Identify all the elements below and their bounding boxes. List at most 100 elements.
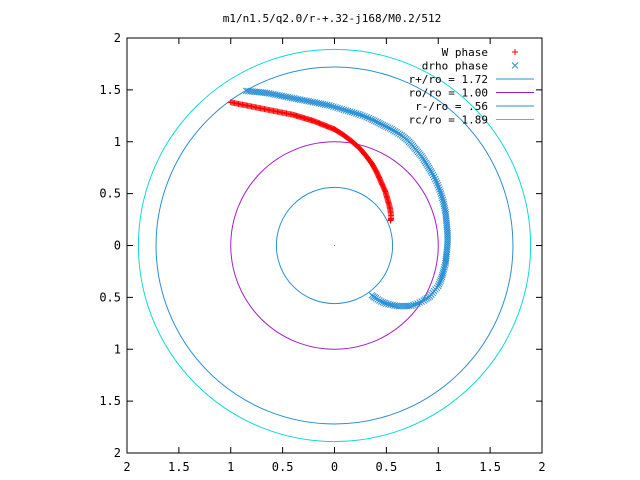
drho-phase-point	[350, 109, 358, 117]
drho-phase-point	[438, 273, 446, 281]
drho-phase-point-d2	[409, 301, 417, 309]
drho-phase-point	[359, 112, 366, 119]
drho-phase-point	[440, 266, 448, 273]
drho-phase-point-d2	[416, 299, 423, 306]
drho-phase-point-d2	[350, 109, 358, 117]
drho-phase-point-d2	[389, 301, 396, 309]
drho-phase-point	[434, 181, 442, 189]
drho-phase-point-d2	[430, 173, 438, 181]
drho-phase-point-d2	[429, 171, 437, 179]
drho-phase-point	[374, 119, 382, 126]
drho-phase-point	[438, 194, 446, 202]
drho-phase-point-d2	[379, 298, 387, 306]
drho-phase-point	[372, 118, 380, 125]
drho-phase-point	[361, 113, 368, 120]
drho-phase-point-d2	[436, 278, 444, 286]
legend-label: ro/ro = 1.00	[409, 87, 488, 100]
drho-phase-point-d2	[365, 114, 373, 122]
drho-phase-point	[344, 107, 352, 115]
drho-phase-point-d2	[374, 119, 382, 126]
legend-label: r-/ro = .56	[415, 100, 488, 113]
drho-phase-point	[346, 108, 354, 116]
drho-phase-point-d2	[381, 299, 388, 307]
drho-phase-point	[325, 102, 333, 109]
y-tick-label: 0.5	[99, 290, 121, 304]
drho-phase-point-d2	[432, 177, 440, 185]
drho-phase-point-d2	[348, 108, 356, 116]
drho-phase-point	[383, 300, 390, 307]
drho-phase-point	[338, 105, 346, 113]
y-tick-label: 1	[114, 135, 121, 149]
drho-phase-point	[376, 119, 383, 127]
drho-phase-point	[386, 125, 394, 132]
drho-phase-point-d2	[435, 184, 443, 191]
drho-phase-point	[441, 263, 448, 271]
drho-phase-point	[365, 114, 373, 122]
drho-phase-point-d2	[386, 125, 394, 132]
drho-phase-point-d2	[352, 110, 360, 117]
drho-phase-point-d2	[438, 275, 445, 283]
drho-phase-point	[437, 190, 445, 197]
drho-phase-point-d2	[376, 119, 383, 127]
drho-phase-point	[436, 278, 444, 286]
drho-phase-point	[355, 110, 362, 118]
x-tick-label: 1	[227, 460, 234, 474]
drho-phase-point	[381, 299, 388, 307]
drho-phase-point-d2	[438, 273, 446, 281]
drho-phase-point	[391, 302, 399, 309]
y-tick-label: 0.5	[99, 187, 121, 201]
drho-phase-point	[436, 188, 444, 195]
legend-label: W phase	[442, 46, 488, 59]
points-layer	[227, 87, 451, 310]
drho-phase-point-d2	[439, 196, 447, 204]
drho-phase-point	[368, 291, 376, 299]
drho-phase-point	[435, 184, 443, 191]
drho-phase-point-d2	[379, 121, 387, 129]
drho-phase-point-d2	[342, 107, 350, 114]
drho-phase-point-d2	[441, 261, 449, 269]
drho-phase-point-d2	[369, 116, 376, 124]
drho-phase-point-d2	[420, 297, 428, 304]
drho-phase-point	[379, 298, 387, 306]
drho-phase-point-d2	[442, 259, 449, 267]
circle-ro	[230, 141, 439, 350]
drho-phase-point-d2	[440, 266, 448, 273]
x-tick-label: 2	[538, 460, 545, 474]
drho-phase-point	[439, 196, 447, 204]
drho-phase-point-d2	[370, 117, 378, 125]
drho-phase-point	[363, 113, 371, 121]
drho-phase-point	[437, 277, 444, 284]
drho-phase-point	[377, 120, 385, 128]
drho-phase-point-d2	[323, 101, 331, 109]
drho-phase-point-d2	[325, 102, 333, 109]
drho-phase-point-d2	[412, 300, 419, 308]
drho-phase-point	[334, 104, 341, 112]
x-tick-label: 0.5	[272, 460, 294, 474]
drho-phase-point	[328, 102, 335, 110]
drho-phase-point	[428, 169, 436, 177]
drho-phase-point	[330, 103, 337, 111]
drho-phase-point-d2	[383, 300, 390, 307]
drho-phase-point	[438, 275, 445, 283]
drho-phase-point-d2	[368, 291, 376, 299]
drho-phase-point-d2	[428, 169, 436, 177]
drho-phase-point-d2	[437, 277, 444, 284]
drho-phase-point	[369, 116, 376, 124]
w-phase-point	[387, 217, 394, 224]
legend-marker	[512, 49, 518, 55]
drho-phase-point-d2	[414, 300, 421, 307]
drho-phase-point	[384, 124, 392, 131]
drho-phase-point	[442, 259, 449, 267]
drho-phase-point	[323, 101, 331, 109]
drho-phase-point-d2	[441, 263, 448, 271]
drho-phase-point-d2	[361, 113, 368, 120]
drho-phase-point	[441, 261, 449, 269]
legend-marker-d2	[511, 62, 519, 69]
x-tick-label: 0	[331, 460, 338, 474]
drho-phase-point-d2	[385, 300, 392, 308]
x-tick-label: 2	[123, 460, 130, 474]
x-tick-label: 1.5	[479, 460, 501, 474]
circle-r	[155, 66, 514, 425]
drho-phase-point	[381, 122, 388, 130]
